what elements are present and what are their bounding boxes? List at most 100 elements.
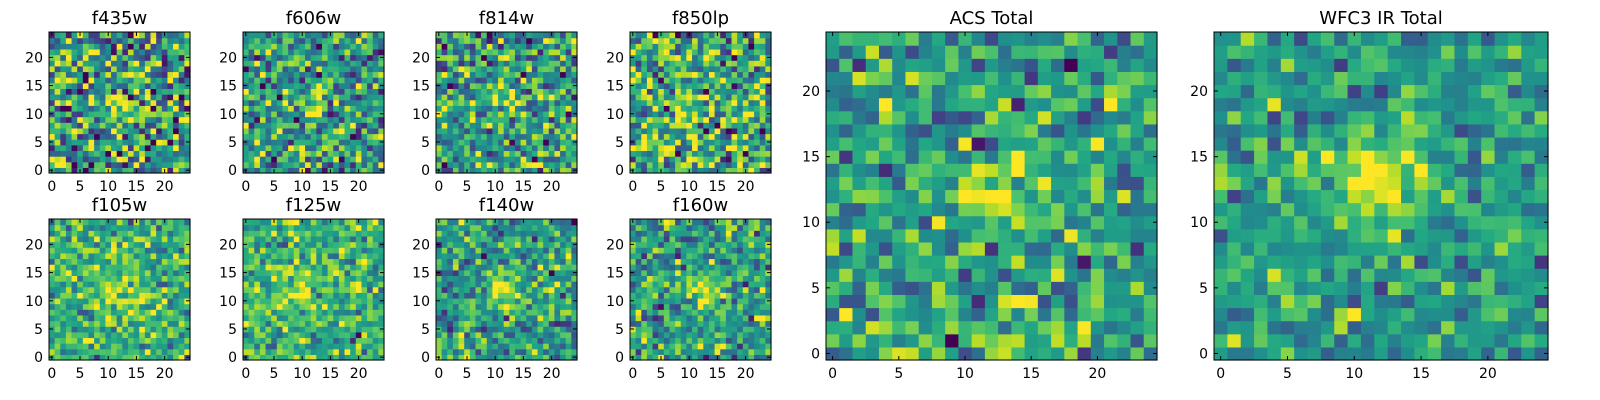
- heatmap-cell: [458, 94, 465, 101]
- heatmap-cell: [481, 139, 488, 146]
- heatmap-cell: [338, 314, 346, 322]
- heatmap-cell: [71, 275, 78, 282]
- heatmap-cell: [361, 99, 368, 106]
- heatmap-cell: [167, 219, 174, 226]
- heatmap-cell: [669, 320, 676, 327]
- heatmap-cell: [731, 309, 738, 316]
- heatmap-cell: [469, 54, 477, 61]
- heatmap-cell: [156, 48, 163, 56]
- heatmap-cell: [305, 309, 312, 316]
- heatmap-cell: [367, 32, 374, 39]
- heatmap-cell: [464, 99, 471, 106]
- heatmap-cell: [731, 105, 738, 112]
- heatmap-cell: [71, 32, 78, 39]
- heatmap-cell: [565, 32, 572, 39]
- heatmap-cell: [127, 269, 135, 276]
- heatmap-cell: [139, 71, 146, 78]
- heatmap-cell: [498, 331, 505, 339]
- heatmap-cell: [514, 71, 522, 78]
- heatmap-cell: [127, 82, 135, 89]
- heatmap-cell: [663, 116, 671, 123]
- heatmap-cell: [754, 314, 761, 322]
- heatmap-cell: [71, 252, 78, 260]
- heatmap-cell: [641, 82, 648, 89]
- heatmap-cell: [293, 82, 300, 89]
- heatmap-cell: [355, 331, 363, 339]
- heatmap-cell: [571, 88, 578, 95]
- heatmap-cell: [663, 303, 671, 310]
- heatmap-cell: [293, 150, 300, 157]
- heatmap-cell: [509, 71, 516, 78]
- heatmap-cell: [161, 269, 169, 276]
- heatmap-cell: [288, 110, 295, 118]
- heatmap-cell: [663, 309, 671, 316]
- heatmap-cell: [697, 144, 704, 152]
- heatmap-cell: [122, 65, 129, 73]
- heatmap-cell: [526, 297, 533, 305]
- heatmap-cell: [254, 116, 261, 123]
- heatmap-cell: [184, 43, 191, 50]
- heatmap-cell: [378, 230, 385, 237]
- heatmap-cell: [675, 167, 682, 174]
- heatmap-cell: [254, 71, 261, 78]
- heatmap-cell: [543, 297, 550, 305]
- heatmap-cell: [737, 292, 744, 299]
- heatmap-cell: [161, 37, 169, 44]
- heatmap-cell: [173, 37, 180, 44]
- heatmap-cell: [692, 314, 699, 322]
- heatmap-cell: [464, 105, 471, 112]
- heatmap-cell: [254, 156, 261, 163]
- heatmap-cell: [60, 32, 67, 39]
- x-tick-label: 10: [486, 179, 504, 195]
- heatmap-cell: [675, 116, 682, 123]
- heatmap-cell: [293, 281, 300, 288]
- heatmap-cell: [748, 286, 755, 293]
- heatmap-cell: [265, 275, 272, 282]
- heatmap-cell: [697, 314, 704, 322]
- heatmap-cell: [144, 230, 152, 237]
- heatmap-cell: [178, 264, 185, 271]
- heatmap-cell: [663, 275, 671, 282]
- heatmap-cell: [458, 127, 465, 135]
- heatmap-cell: [548, 275, 556, 282]
- heatmap-cell: [692, 156, 699, 163]
- heatmap-cell: [327, 258, 334, 265]
- heatmap-cell: [680, 337, 687, 344]
- heatmap-cell: [54, 247, 61, 254]
- heatmap-cell: [167, 88, 174, 95]
- y-tick-label: 5: [228, 322, 237, 338]
- heatmap-cell: [464, 60, 471, 67]
- heatmap-cell: [537, 314, 544, 322]
- heatmap-cell: [344, 235, 351, 243]
- heatmap-cell: [475, 331, 482, 339]
- heatmap-cell: [161, 99, 169, 106]
- heatmap-cell: [361, 60, 368, 67]
- heatmap-cell: [708, 37, 716, 44]
- heatmap-cell: [703, 116, 710, 123]
- heatmap-cell: [675, 309, 682, 316]
- heatmap-cell: [161, 264, 169, 271]
- heatmap-cell: [663, 77, 671, 84]
- heatmap-cell: [447, 71, 454, 78]
- heatmap-cell: [675, 60, 682, 67]
- heatmap-cell: [111, 314, 118, 322]
- heatmap-cell: [697, 54, 704, 61]
- heatmap-cell: [77, 48, 84, 56]
- heatmap-cell: [271, 252, 278, 260]
- heatmap-cell: [156, 241, 163, 248]
- heatmap-cell: [714, 71, 721, 78]
- heatmap-cell: [271, 292, 278, 299]
- heatmap-cell: [458, 247, 465, 254]
- heatmap-cell: [338, 303, 346, 310]
- heatmap-cell: [122, 94, 129, 101]
- heatmap-cell: [475, 144, 482, 152]
- heatmap-cell: [720, 156, 727, 163]
- heatmap-cell: [361, 247, 368, 254]
- heatmap-cell: [641, 320, 648, 327]
- heatmap-cell: [372, 326, 379, 333]
- heatmap-cell: [60, 161, 67, 168]
- heatmap-cell: [514, 252, 522, 260]
- heatmap-cell: [54, 99, 61, 106]
- heatmap-cell: [71, 156, 78, 163]
- heatmap-cell: [560, 167, 567, 174]
